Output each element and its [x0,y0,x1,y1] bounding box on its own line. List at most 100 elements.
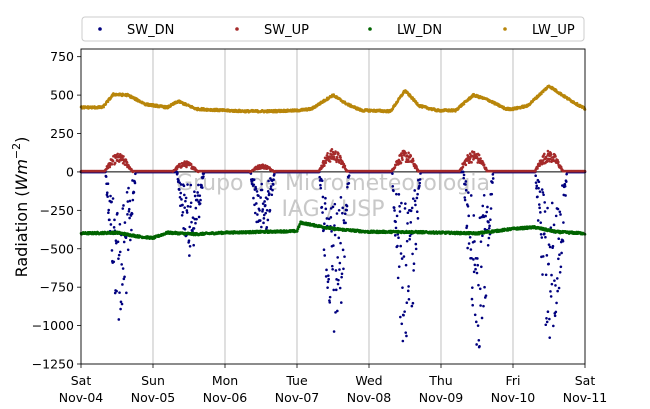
data-point [544,235,547,239]
data-point [418,184,421,188]
data-point [202,175,205,178]
data-point [394,226,398,230]
series-lw-dn [79,220,587,240]
data-point [557,257,560,261]
series-layer [79,84,587,349]
data-point [334,150,337,153]
data-point [191,216,195,219]
data-point [477,339,481,342]
data-point [263,200,266,203]
data-point [271,188,274,192]
data-point [407,297,411,301]
data-point [339,301,343,304]
data-point [112,226,116,229]
data-point [491,181,494,184]
data-point [334,269,338,272]
data-point [475,343,478,346]
data-point [190,220,193,224]
data-point [133,181,137,185]
data-point [537,186,540,190]
data-point [557,160,560,164]
data-point [400,201,403,205]
data-point [406,222,409,225]
data-point [188,245,192,248]
data-point [489,207,493,210]
data-point [474,267,477,271]
data-point [473,263,477,267]
data-point [105,191,109,195]
data-point [122,155,125,158]
data-point [119,307,122,311]
data-point [111,159,115,163]
data-point [116,211,119,215]
data-point [128,199,132,203]
data-point [273,172,276,176]
data-point [324,207,328,211]
data-point [410,206,414,210]
data-point [470,297,474,301]
data-point [178,195,182,199]
data-point [414,203,417,207]
data-point [258,219,262,222]
data-point [197,183,200,187]
data-point [418,178,422,181]
data-point [472,270,476,274]
data-point [474,320,478,324]
data-point [123,275,126,279]
data-point [191,229,194,233]
data-point [330,153,333,156]
data-point [412,269,415,272]
data-point [346,185,349,189]
data-point [564,194,567,197]
data-point [127,186,130,190]
data-point [258,209,261,212]
data-point [194,221,197,225]
data-point [106,195,109,198]
data-point [125,291,128,295]
data-point [554,214,558,218]
data-point [347,174,351,177]
data-point [536,195,539,199]
data-point [397,265,401,268]
data-point [326,280,330,284]
data-point [179,183,183,186]
data-point [183,193,186,197]
data-point [338,268,341,271]
data-point [398,204,401,208]
data-point [332,244,335,247]
data-point [537,203,541,206]
data-point [127,207,131,211]
data-point [401,339,405,343]
data-point [195,217,198,221]
data-point [262,213,266,217]
data-point [320,205,324,209]
data-point [252,183,256,187]
data-point [480,215,483,219]
data-point [193,194,197,198]
data-point [562,221,565,224]
data-point [396,276,400,280]
data-point [539,211,542,214]
data-point [406,289,410,293]
data-point [535,187,538,190]
data-point [397,236,400,239]
data-point [255,190,259,193]
data-point [332,288,336,292]
data-point [563,185,567,188]
data-point [548,336,552,339]
data-point [479,157,482,160]
data-point [470,161,473,164]
data-point [481,234,484,238]
data-point [336,282,340,286]
data-point [466,246,469,250]
data-point [125,190,129,194]
data-point [400,257,404,260]
data-point [560,251,563,255]
data-point [487,236,491,240]
data-point [415,196,419,200]
data-point [466,204,470,208]
data-point [328,295,332,299]
data-point [481,204,485,208]
data-point [115,289,118,293]
data-point [113,161,117,165]
